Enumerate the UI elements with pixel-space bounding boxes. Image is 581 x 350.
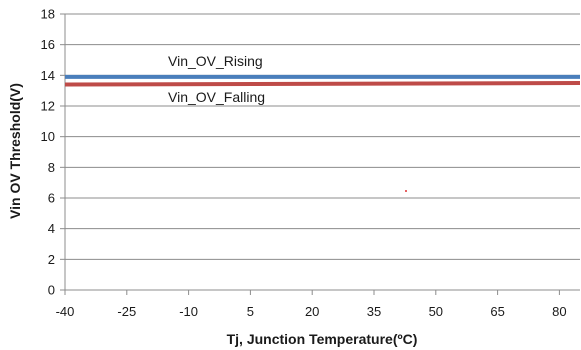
y-tick-label: 12 [41, 99, 55, 114]
stray-dot [405, 190, 407, 192]
y-tick-label: 4 [48, 221, 55, 236]
x-axis-title: Tj, Junction Temperature(ºC) [227, 331, 418, 347]
grid [60, 13, 580, 295]
plot-lines [64, 74, 581, 87]
y-axis-title: Vin OV Threshold(V) [7, 83, 23, 219]
x-tick-label: -25 [117, 304, 136, 319]
x-tick-label: -10 [179, 304, 198, 319]
x-tick-label: 35 [367, 304, 381, 319]
x-tick-label: -40 [56, 304, 75, 319]
y-tick-label: 6 [48, 191, 55, 206]
x-tick-label: 5 [247, 304, 254, 319]
x-tick-label: 80 [552, 304, 566, 319]
y-tick-label: 14 [41, 68, 55, 83]
x-tick-label: 50 [429, 304, 443, 319]
x-tick-labels: -40 -25 -10 5 20 35 50 65 80 [56, 304, 567, 319]
series-line-vin-ov-falling [64, 81, 581, 87]
y-tick-label: 18 [41, 7, 55, 22]
y-tick-labels: 0 2 4 6 8 10 12 14 16 18 [41, 7, 55, 298]
series-labels: Vin_OV_Rising Vin_OV_Falling [168, 53, 265, 105]
y-tick-label: 0 [48, 283, 55, 298]
x-tick-label: 65 [490, 304, 504, 319]
y-tick-label: 2 [48, 252, 55, 267]
y-tick-label: 16 [41, 37, 55, 52]
y-tick-label: 8 [48, 160, 55, 175]
x-tick-label: 20 [305, 304, 319, 319]
y-tick-label: 10 [41, 129, 55, 144]
series-label-vin-ov-rising: Vin_OV_Rising [168, 53, 263, 69]
series-label-vin-ov-falling: Vin_OV_Falling [168, 89, 265, 105]
